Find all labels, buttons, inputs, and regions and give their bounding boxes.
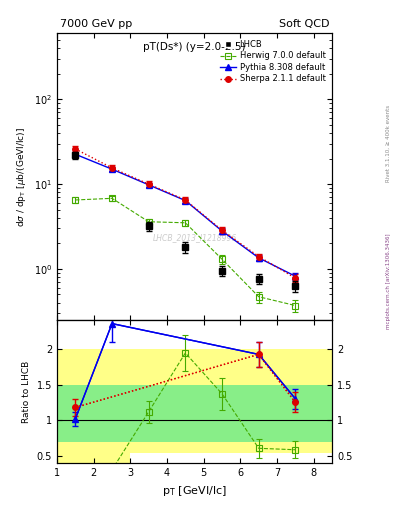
Y-axis label: d$\sigma$ / dp$_{\rm T}$ [$\mu$b/(GeVI/lc)]: d$\sigma$ / dp$_{\rm T}$ [$\mu$b/(GeVI/l…: [15, 126, 28, 227]
X-axis label: p$_{\rm T}$ [GeVI/lc]: p$_{\rm T}$ [GeVI/lc]: [162, 484, 227, 498]
Text: pT(Ds*) (y=2.0-2.5): pT(Ds*) (y=2.0-2.5): [143, 42, 246, 52]
Y-axis label: Ratio to LHCB: Ratio to LHCB: [22, 360, 31, 423]
Text: mcplots.cern.ch [arXiv:1306.3436]: mcplots.cern.ch [arXiv:1306.3436]: [386, 234, 391, 329]
Text: Rivet 3.1.10, ≥ 400k events: Rivet 3.1.10, ≥ 400k events: [386, 105, 391, 182]
Text: Soft QCD: Soft QCD: [279, 19, 329, 29]
Legend: LHCB, Herwig 7.0.0 default, Pythia 8.308 default, Sherpa 2.1.1 default: LHCB, Herwig 7.0.0 default, Pythia 8.308…: [217, 37, 328, 86]
Text: LHCB_2013_I1218996: LHCB_2013_I1218996: [152, 233, 237, 243]
Text: 7000 GeV pp: 7000 GeV pp: [60, 19, 132, 29]
